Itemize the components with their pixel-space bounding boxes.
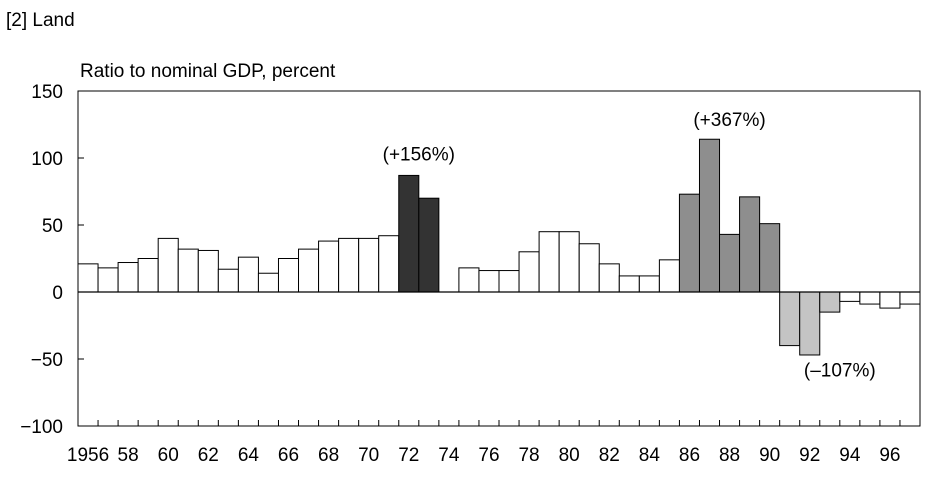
bar-1959	[137, 258, 159, 293]
bar-1970	[358, 237, 380, 293]
y-tick-label: −100	[20, 417, 63, 438]
x-tick-label: 68	[318, 445, 339, 466]
bar-1995	[859, 291, 881, 305]
bar-1972	[398, 174, 420, 293]
bar-1996	[879, 291, 901, 309]
bar-1986	[678, 193, 700, 293]
x-tick-label: 76	[478, 445, 499, 466]
bar-1967	[298, 248, 320, 293]
y-tick-label: 100	[31, 149, 63, 170]
bar-1962	[197, 249, 219, 293]
bar-1965	[257, 272, 279, 293]
bar-1975	[458, 267, 480, 293]
bar-1960	[157, 237, 179, 293]
bar-1988	[719, 233, 741, 293]
x-tick-label: 78	[518, 445, 539, 466]
x-tick-label: 1956	[67, 445, 109, 466]
bar-1985	[658, 259, 680, 293]
x-tick-label: 58	[118, 445, 139, 466]
bar-1994	[839, 291, 861, 302]
x-tick-label: 96	[879, 445, 900, 466]
annotation-label: (–107%)	[804, 360, 876, 381]
bar-1992	[799, 291, 821, 356]
bar-1976	[478, 270, 500, 293]
x-tick-label: 60	[158, 445, 179, 466]
x-tick-label: 66	[278, 445, 299, 466]
y-tick-label: 50	[42, 216, 63, 237]
bar-1979	[538, 231, 560, 293]
bar-1981	[578, 243, 600, 293]
x-tick-label: 80	[559, 445, 580, 466]
bar-1973	[418, 197, 440, 293]
bar-1984	[638, 275, 660, 293]
x-tick-label: 72	[398, 445, 419, 466]
bar-1969	[338, 237, 360, 293]
y-axis-label: Ratio to nominal GDP, percent	[80, 61, 336, 82]
bar-1956	[77, 263, 99, 293]
bar-1966	[277, 258, 300, 293]
bar-1997	[899, 291, 921, 305]
bar-1978	[518, 251, 540, 293]
y-tick-label: 150	[31, 82, 63, 103]
annotation-label: (+367%)	[693, 110, 765, 131]
y-tick-label: 0	[52, 283, 63, 304]
x-tick-label: 88	[719, 445, 740, 466]
bar-1987	[698, 138, 721, 293]
x-tick-label: 90	[759, 445, 780, 466]
bar-1971	[378, 235, 400, 293]
bar-1989	[739, 196, 761, 293]
x-tick-label: 64	[238, 445, 260, 466]
bar-1957	[97, 267, 119, 293]
x-tick-label: 70	[358, 445, 379, 466]
x-tick-label: 86	[679, 445, 700, 466]
bar-1977	[498, 270, 520, 293]
x-tick-label: 84	[639, 445, 661, 466]
x-tick-label: 62	[198, 445, 219, 466]
bar-1983	[618, 275, 640, 293]
bar-1980	[558, 231, 580, 293]
x-tick-label: 74	[438, 445, 460, 466]
x-tick-label: 82	[599, 445, 620, 466]
bar-1958	[117, 262, 139, 293]
x-tick-label: 94	[839, 445, 861, 466]
bar-1968	[318, 240, 340, 293]
bars-group	[77, 138, 921, 356]
chart-title: [2] Land	[6, 10, 75, 31]
bar-1993	[819, 291, 841, 313]
bar-1963	[217, 268, 239, 293]
bar-1982	[598, 263, 620, 293]
bar-1961	[177, 248, 199, 293]
annotation-label: (+156%)	[383, 145, 455, 166]
x-tick-label: 92	[799, 445, 820, 466]
bar-1990	[759, 223, 781, 293]
bar-1991	[779, 291, 801, 347]
bar-1964	[237, 256, 259, 293]
y-tick-label: −50	[31, 350, 63, 371]
